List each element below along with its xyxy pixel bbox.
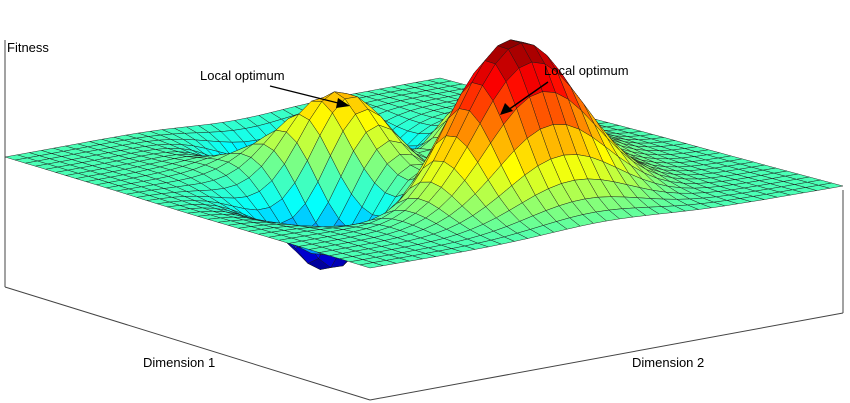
axes-box: [4, 40, 844, 401]
surface-plot: [4, 39, 844, 270]
annotation-arrow-right: [507, 81, 549, 111]
surface-facet: [359, 262, 384, 269]
axis-base-front-left: [4, 286, 371, 401]
annotation-label-right: Local optimum: [544, 63, 629, 78]
annotation-label-left: Local optimum: [200, 68, 285, 83]
annotation-arrow-left: [269, 85, 343, 105]
x-axis-label: Dimension 1: [143, 355, 215, 370]
axis-base-front-right: [369, 312, 844, 401]
annotation-arrowhead-left: [336, 98, 350, 108]
y-axis-label: Dimension 2: [632, 355, 704, 370]
annotation-arrowhead-right: [500, 103, 513, 115]
z-axis-label: Fitness: [7, 40, 49, 55]
axis-labels: Fitness Dimension 1 Dimension 2: [7, 40, 704, 370]
annotations: Local optimum Local optimum: [200, 63, 629, 115]
